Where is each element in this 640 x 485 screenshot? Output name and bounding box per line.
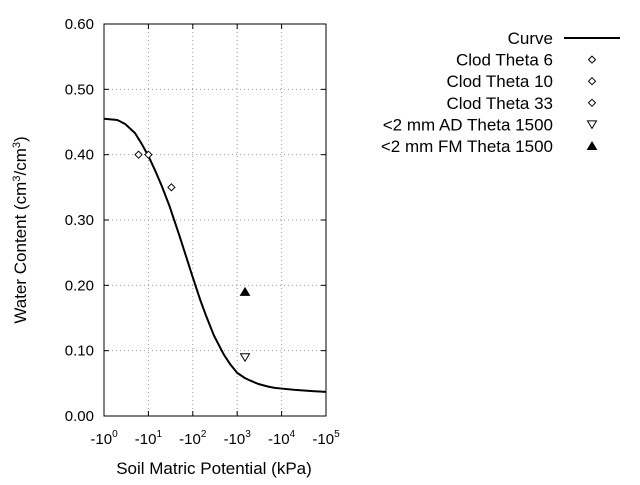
data-point-diamond — [167, 183, 176, 192]
y-axis-label-mid: /cm — [11, 148, 30, 175]
legend-marker-triangle-up-filled — [586, 141, 598, 150]
y-tick-label: 0.00 — [65, 408, 94, 425]
x-tick-label-exponent: 4 — [290, 429, 296, 440]
x-tick-label: -105 — [312, 429, 340, 448]
x-tick-label: -103 — [224, 429, 252, 448]
legend-marker-diamond — [587, 98, 597, 108]
y-tick-label: 0.30 — [65, 212, 94, 229]
y-tick-label: 0.40 — [65, 147, 94, 164]
legend-label: Curve — [508, 29, 553, 48]
x-tick-label-base: -10 — [312, 431, 334, 448]
curve-line — [103, 117, 327, 393]
y-tick-label: 0.60 — [65, 16, 94, 33]
y-axis-label-sup2: 3 — [11, 142, 23, 148]
x-tick-label-base: -10 — [224, 431, 246, 448]
x-axis-label: Soil Matric Potential (kPa) — [116, 459, 312, 478]
data-point-diamond — [134, 150, 143, 159]
axes: 0.000.100.200.300.400.500.60-100 -101 -102… — [65, 16, 340, 448]
x-tick-label-exponent: 1 — [156, 429, 162, 440]
x-tick-label: -101 — [135, 429, 163, 448]
x-tick-label-base: -10 — [179, 431, 201, 448]
data-point-diamond — [144, 150, 153, 159]
y-axis-label: Water Content (cm3/cm3) — [11, 136, 30, 323]
curve-series — [103, 117, 327, 393]
y-tick-label: 0.20 — [65, 277, 94, 294]
x-tick-label-exponent: 3 — [245, 429, 251, 440]
x-tick-label-exponent: 0 — [112, 429, 118, 440]
legend-label: <2 mm AD Theta 1500 — [383, 115, 553, 134]
y-tick-label: 0.50 — [65, 81, 94, 98]
y-axis-label-base: Water Content (cm — [11, 182, 30, 324]
x-tick-label-exponent: 2 — [201, 429, 207, 440]
x-tick-label-base: -10 — [268, 431, 290, 448]
legend-marker-diamond — [587, 55, 597, 64]
legend: Curve Clod Theta 6 Clod Theta 10 Clod Theta… — [381, 29, 620, 156]
legend-label: <2 mm FM Theta 1500 — [381, 137, 553, 156]
y-axis-label-sup1: 3 — [11, 176, 23, 182]
legend-marker-triangle-down-open — [586, 120, 598, 130]
data-point-triangle-down-open — [239, 353, 251, 363]
legend-label: Clod Theta 10 — [447, 72, 553, 91]
legend-label: Clod Theta 6 — [456, 51, 553, 70]
legend-marker-diamond — [587, 76, 597, 86]
x-tick-label: -100 — [90, 429, 118, 448]
x-tick-label-base: -10 — [90, 431, 112, 448]
legend-label: Clod Theta 33 — [447, 94, 553, 113]
x-tick-label-base: -10 — [135, 431, 157, 448]
x-tick-label: -102 — [179, 429, 207, 448]
x-tick-label: -104 — [268, 429, 296, 448]
x-tick-label-exponent: 5 — [334, 429, 340, 440]
grid-lines — [104, 24, 326, 416]
data-markers — [134, 150, 251, 363]
data-point-triangle-up-filled — [239, 286, 251, 296]
y-tick-label: 0.10 — [65, 343, 94, 360]
y-axis-label-end: ) — [11, 136, 30, 142]
